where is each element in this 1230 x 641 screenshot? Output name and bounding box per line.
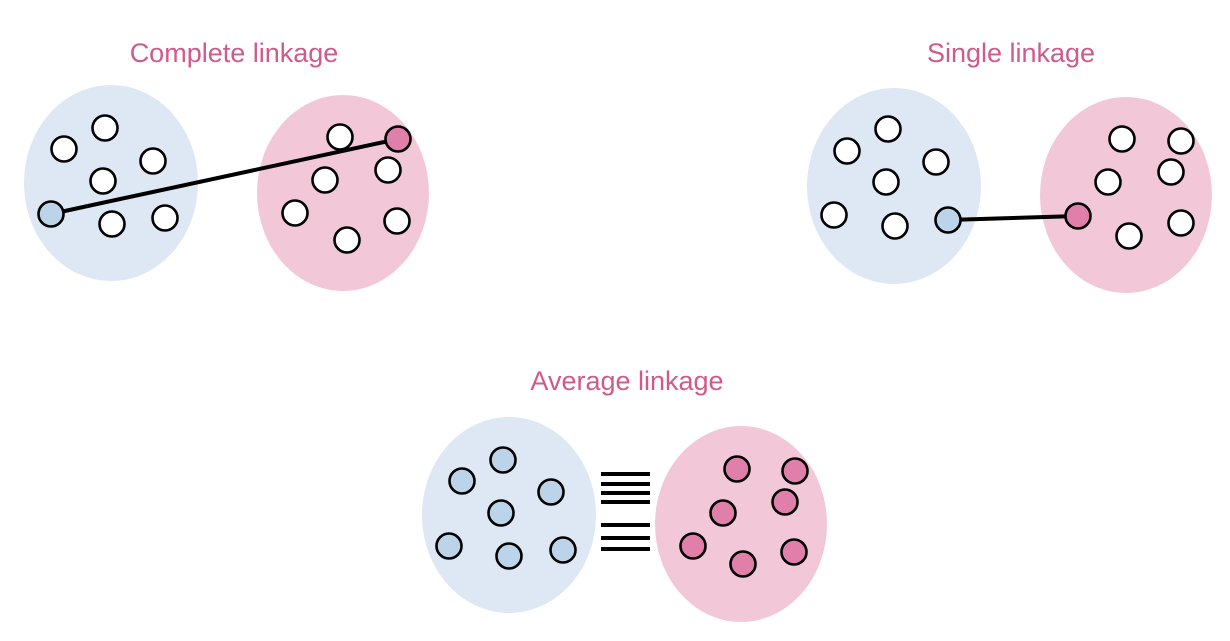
point [1094,168,1122,196]
blue-point [489,446,517,474]
closest-pink-point [1064,202,1092,230]
single-linkage-line [947,214,1079,222]
blue-point [549,536,577,564]
point [91,114,119,142]
farthest-blue-point [37,200,65,228]
point [922,148,950,176]
single-linkage-title: Single linkage [927,38,1095,68]
average-linkage-title: Average linkage [530,366,723,396]
pink-cluster-points [281,123,412,254]
pink-point [771,488,799,516]
point [89,167,117,195]
point [833,137,861,165]
point [1167,209,1195,237]
blue-cluster-points [820,115,962,240]
blue-point [435,532,463,560]
point [881,212,909,240]
point [139,147,167,175]
point [151,204,179,232]
blue-point [495,542,523,570]
point [281,199,309,227]
blue-point [537,478,565,506]
average-linkage-panel: Average linkage [422,366,827,622]
blue-cluster-points [435,446,577,570]
point [1108,125,1136,153]
pink-point [709,499,737,527]
closest-blue-point [934,206,962,234]
point [872,168,900,196]
blue-point [448,467,476,495]
farthest-pink-point [384,125,412,153]
point [333,226,361,254]
pink-point [781,457,809,485]
complete-linkage-title: Complete linkage [130,38,339,68]
point [1115,222,1143,250]
pink-point [723,455,751,483]
average-linkage-lines [601,472,650,551]
point [874,115,902,143]
point [50,135,78,163]
pink-point [729,550,757,578]
point [820,201,848,229]
point [383,207,411,235]
pink-point [679,532,707,560]
pink-point [780,538,808,566]
single-linkage-panel: Single linkage [807,38,1212,293]
point [374,156,402,184]
point [1167,127,1195,155]
point [311,166,339,194]
pink-cluster-points [679,455,809,578]
blue-cluster-points [37,114,179,238]
pink-cluster [655,426,827,622]
point [326,123,354,151]
blue-point [487,499,515,527]
pink-cluster-points [1064,125,1195,250]
point [98,210,126,238]
complete-linkage-line [50,137,399,216]
point [1157,158,1185,186]
complete-linkage-panel: Complete linkage [24,38,429,291]
